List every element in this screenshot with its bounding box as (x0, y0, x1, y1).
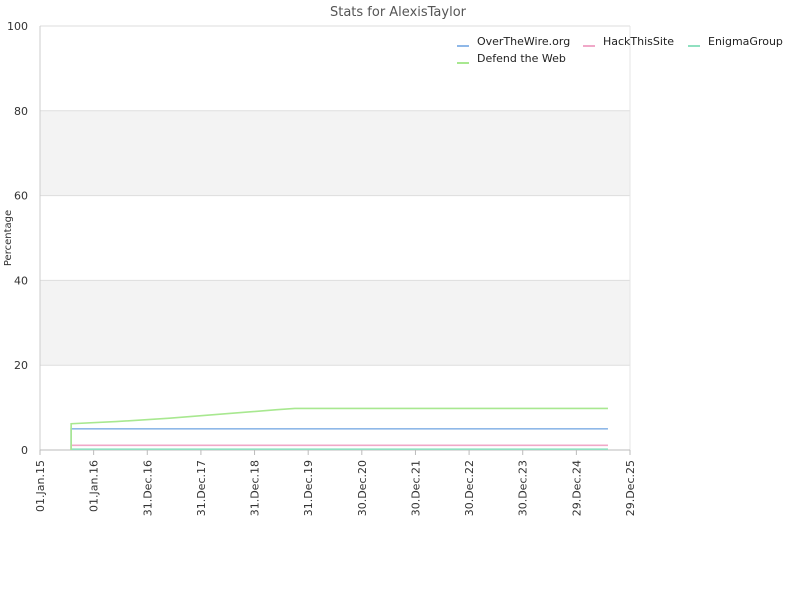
grid-lines (40, 25, 630, 451)
y-axis-ticks: 0 20 40 60 80 100 (7, 20, 28, 457)
legend-entry: OverTheWire.org (477, 35, 570, 48)
x-tick-label: 31.Dec.16 (141, 460, 154, 516)
grid-band (40, 280, 630, 366)
y-tick-label: 100 (7, 20, 28, 33)
x-tick-label: 31.Dec.19 (302, 460, 315, 516)
x-tick-label: 29.Dec.25 (624, 460, 637, 516)
axes (39, 26, 631, 451)
legend-entry: HackThisSite (603, 35, 674, 48)
grid-band (40, 110, 630, 196)
x-tick-label: 30.Dec.23 (517, 460, 530, 516)
x-tick-label: 29.Dec.24 (570, 460, 583, 516)
grid-bands (40, 110, 630, 366)
legend-entry: EnigmaGroup (708, 35, 783, 48)
series-line-4 (70, 407, 608, 450)
x-tick-label: 01.Jan.16 (88, 460, 101, 512)
y-axis-label: Percentage (3, 210, 14, 266)
y-tick-label: 40 (14, 274, 28, 287)
x-tick-label: 31.Dec.17 (195, 460, 208, 516)
legend-entry: Defend the Web (477, 52, 566, 65)
x-tick-label: 30.Dec.22 (463, 460, 476, 516)
x-tick-label: 30.Dec.21 (409, 460, 422, 516)
y-tick-label: 60 (14, 190, 28, 203)
y-tick-label: 80 (14, 105, 28, 118)
y-tick-label: 0 (21, 444, 28, 457)
x-tick-label: 01.Jan.15 (34, 460, 47, 512)
y-tick-label: 20 (14, 359, 28, 372)
x-tick-label: 31.Dec.18 (249, 460, 262, 516)
x-axis-ticks: 01.Jan.15 01.Jan.16 31.Dec.16 31.Dec.17 31.D… (34, 450, 637, 516)
series-line-1 (70, 428, 608, 450)
x-tick-label: 30.Dec.20 (356, 460, 369, 516)
legend: OverTheWire.org HackThisSite EnigmaGroup De… (457, 35, 783, 65)
series-lines (70, 407, 608, 450)
chart-title: Stats for AlexisTaylor (330, 5, 467, 20)
